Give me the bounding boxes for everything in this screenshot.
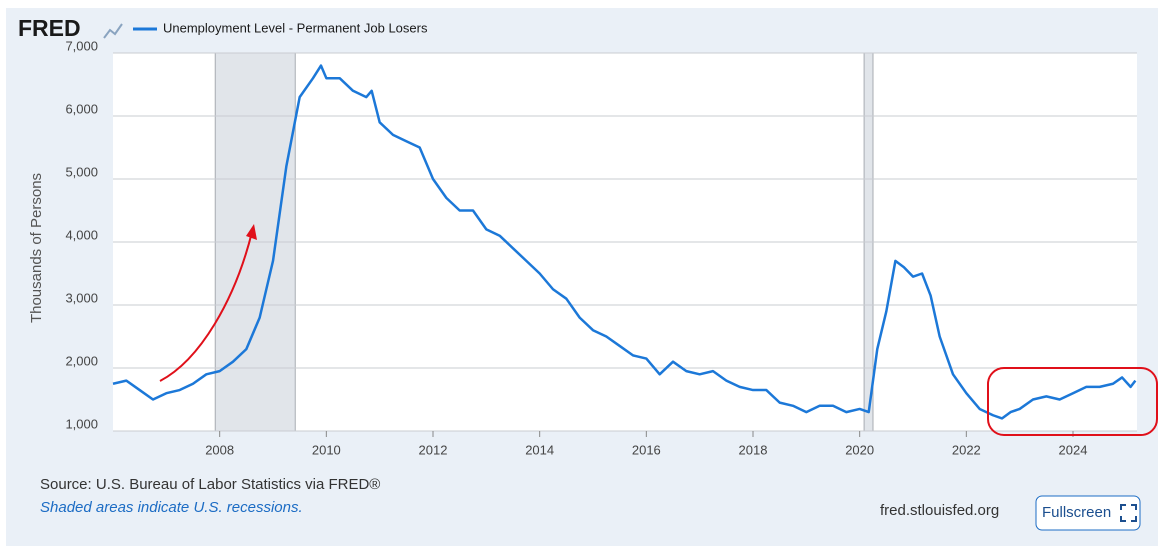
source: Source: U.S. Bureau of Labor Statistics … — [40, 476, 380, 493]
x-tick-label: 2020 — [845, 442, 874, 457]
x-tick-label: 2010 — [312, 442, 341, 457]
y-tick-label: 5,000 — [65, 164, 98, 179]
website: fred.stlouisfed.org — [880, 502, 999, 519]
legend-label: Unemployment Level - Permanent Job Loser… — [163, 20, 428, 35]
x-tick-label: 2012 — [419, 442, 448, 457]
button-icon[interactable] — [1120, 504, 1137, 522]
x-tick-label: 2008 — [205, 442, 234, 457]
annotation-arrow — [159, 231, 253, 382]
logo-icon — [103, 23, 123, 39]
plot: 1,000 2,000 3,000 4,000 5,000 6,000 7,000 2008 2… — [65, 38, 1137, 457]
y-tick-label: 2,000 — [65, 353, 98, 368]
y-tick-label: 1,000 — [65, 416, 98, 431]
y-tick-label: 3,000 — [65, 290, 98, 305]
x-tick-label: 2022 — [952, 442, 981, 457]
logo: FRED — [18, 15, 81, 41]
fullscreen-button[interactable]: Fullscreen — [1035, 495, 1141, 531]
x-tick-label: 2014 — [525, 442, 554, 457]
y-axis-label: Thousands of Persons — [28, 173, 45, 323]
series-line — [112, 64, 1137, 420]
annotation-box — [987, 367, 1158, 436]
button-label[interactable]: Fullscreen — [1042, 504, 1111, 521]
annotation-arrowhead — [246, 224, 257, 240]
x-tick-label: 2016 — [632, 442, 661, 457]
y-tick-label: 6,000 — [65, 101, 98, 116]
x-tick-label: 2018 — [739, 442, 768, 457]
recession-note: Shaded areas indicate U.S. recessions. — [40, 499, 303, 516]
y-tick-label: 7,000 — [65, 38, 98, 53]
button-frame[interactable] — [1035, 495, 1141, 531]
x-tick-label: 2024 — [1059, 442, 1088, 457]
y-tick-label: 4,000 — [65, 227, 98, 242]
